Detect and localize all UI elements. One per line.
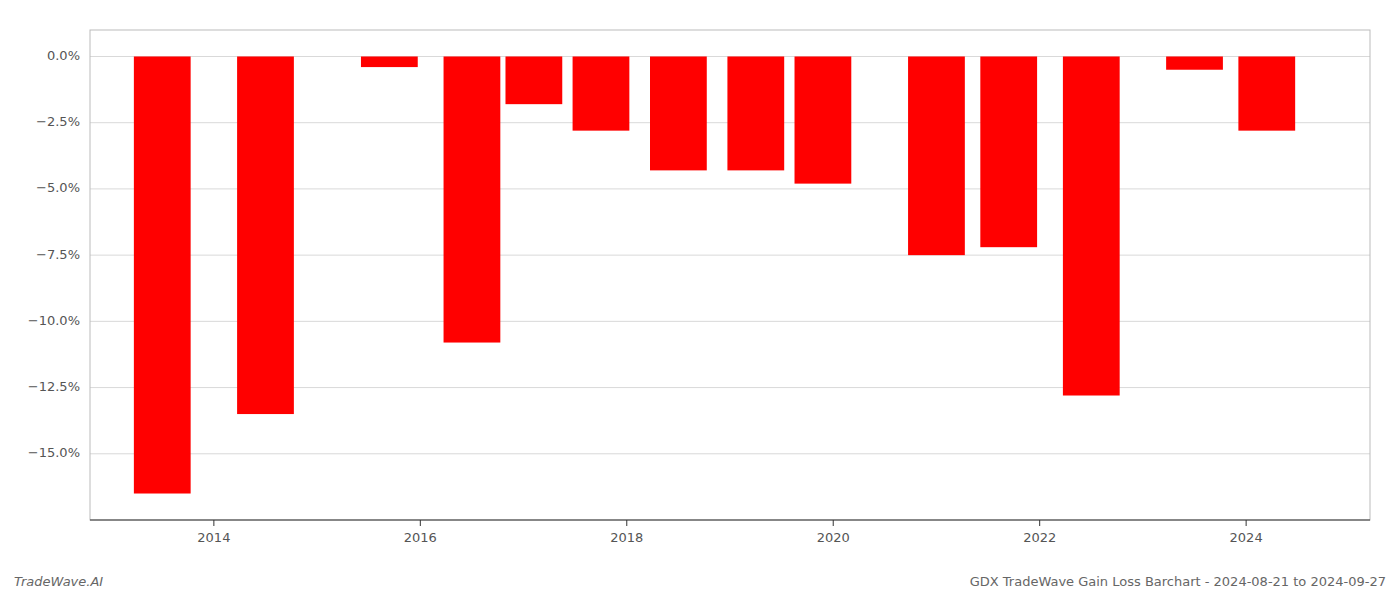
- x-tick-label: 2020: [817, 530, 850, 545]
- x-tick: [626, 520, 627, 526]
- footer-left: TradeWave.AI: [14, 574, 103, 589]
- plot-frame: [90, 30, 1370, 520]
- y-tick-label: −10.0%: [28, 313, 80, 328]
- footer-right: GDX TradeWave Gain Loss Barchart - 2024-…: [970, 574, 1386, 589]
- x-tick: [1246, 520, 1247, 526]
- bar: [505, 56, 562, 104]
- bar: [727, 56, 784, 170]
- x-tick-label: 2018: [610, 530, 643, 545]
- chart: 0.0% −2.5% −5.0% −7.5% −10.0% −12.5% −15.0% 201…: [0, 0, 1400, 600]
- x-tick-label: 2016: [404, 530, 437, 545]
- bar: [134, 56, 191, 493]
- y-tick-label: −5.0%: [36, 180, 80, 195]
- bar: [980, 56, 1037, 247]
- bar: [1238, 56, 1295, 130]
- x-axis: 2014 2016 2018 2020 2022 2024: [90, 520, 1370, 545]
- bar: [1063, 56, 1120, 395]
- x-tick: [213, 520, 214, 526]
- bar: [444, 56, 501, 342]
- bar: [361, 56, 418, 67]
- x-tick-label: 2014: [197, 530, 230, 545]
- x-tick: [833, 520, 834, 526]
- y-tick-label: −15.0%: [28, 445, 80, 460]
- bar: [573, 56, 630, 130]
- bar: [650, 56, 707, 170]
- x-tick-label: 2022: [1023, 530, 1056, 545]
- bar: [237, 56, 294, 414]
- bar: [1166, 56, 1223, 69]
- bars: [134, 56, 1295, 493]
- y-tick-label: −7.5%: [36, 247, 80, 262]
- y-tick-label: −12.5%: [28, 379, 80, 394]
- y-tick-label: −2.5%: [36, 114, 80, 129]
- y-tick-label: 0.0%: [47, 48, 80, 63]
- grid: [90, 56, 1370, 453]
- x-tick-label: 2024: [1230, 530, 1263, 545]
- x-tick: [420, 520, 421, 526]
- bar: [908, 56, 965, 255]
- x-tick: [1039, 520, 1040, 526]
- x-axis-line: [90, 519, 1370, 520]
- bar: [795, 56, 852, 183]
- y-axis: 0.0% −2.5% −5.0% −7.5% −10.0% −12.5% −15.0%: [28, 48, 80, 460]
- grid-line: [90, 453, 1370, 454]
